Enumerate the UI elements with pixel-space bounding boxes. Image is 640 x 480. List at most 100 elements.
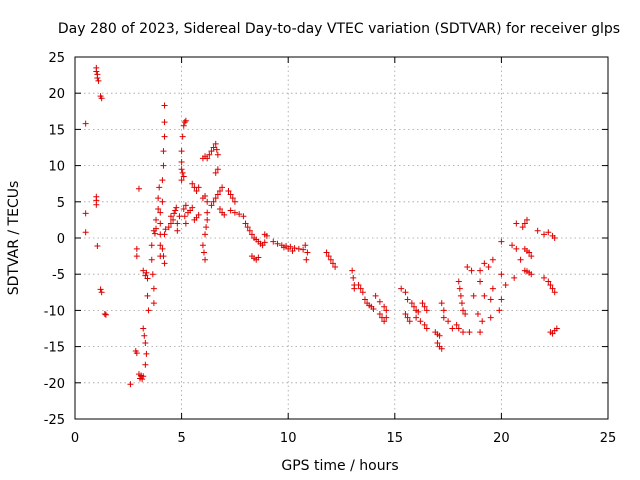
data-point: [140, 325, 147, 332]
data-point: [468, 267, 475, 274]
data-point: [82, 210, 89, 217]
data-point: [383, 314, 390, 321]
data-point: [135, 185, 142, 192]
y-tick-label: 0: [57, 232, 65, 247]
x-tick-label: 20: [493, 431, 510, 446]
data-point: [179, 133, 186, 140]
data-point: [212, 195, 219, 202]
data-point: [464, 263, 471, 270]
data-point: [212, 169, 219, 176]
data-point: [349, 267, 356, 274]
data-point: [208, 148, 215, 155]
y-tick-label: -15: [44, 341, 65, 356]
data-point: [487, 314, 494, 321]
axis-ticks: 0 5 10 15 20 25 -25 -20 -15 -10 -5 0 5 10 15 20 25: [44, 51, 617, 446]
data-point: [143, 269, 150, 276]
data-point: [304, 249, 311, 256]
data-point: [240, 213, 247, 220]
chart-title: Day 280 of 2023, Sidereal Day-to-day VTE…: [58, 21, 620, 37]
y-tick-label: 15: [48, 123, 65, 138]
data-point: [161, 102, 168, 109]
data-point: [150, 285, 157, 292]
data-point: [161, 119, 168, 126]
data-point: [285, 245, 292, 252]
data-point: [261, 239, 268, 246]
data-point: [325, 253, 332, 260]
data-point: [236, 211, 243, 218]
data-point: [148, 242, 155, 249]
data-point: [350, 274, 357, 281]
data-point: [289, 248, 296, 255]
data-point: [438, 345, 445, 352]
data-point: [195, 211, 202, 218]
data-point: [206, 151, 213, 158]
data-point: [179, 169, 186, 176]
data-point: [160, 253, 167, 260]
data-point: [404, 296, 411, 303]
data-point: [231, 198, 238, 205]
data-point: [460, 307, 467, 314]
data-point: [200, 249, 207, 256]
data-point: [402, 311, 409, 318]
data-point: [95, 77, 102, 84]
data-point: [214, 191, 221, 198]
data-point: [144, 275, 151, 282]
data-point: [157, 220, 164, 227]
data-point: [174, 227, 181, 234]
data-point: [498, 238, 505, 245]
data-point: [178, 166, 185, 173]
data-point: [98, 289, 105, 296]
data-point: [180, 173, 187, 180]
data-point: [436, 332, 443, 339]
y-tick-label: -25: [44, 413, 65, 428]
data-point: [229, 195, 236, 202]
data-point: [157, 242, 164, 249]
x-axis-label: GPS time / hours: [281, 458, 398, 474]
data-point: [489, 256, 496, 263]
data-point: [359, 289, 366, 296]
data-point: [479, 318, 486, 325]
data-point: [182, 220, 189, 227]
data-point: [162, 226, 169, 233]
data-point: [133, 253, 140, 260]
data-point: [274, 240, 281, 247]
data-point: [406, 318, 413, 325]
data-point: [434, 339, 441, 346]
data-point: [302, 242, 309, 249]
data-point: [180, 206, 187, 213]
data-point: [496, 307, 503, 314]
data-point: [155, 206, 162, 213]
data-point: [208, 202, 215, 209]
data-point: [219, 184, 226, 191]
data-point: [93, 68, 100, 75]
data-point: [180, 122, 187, 129]
data-point: [167, 213, 174, 220]
data-point: [502, 282, 509, 289]
data-point: [455, 278, 462, 285]
data-point: [541, 274, 548, 281]
data-point: [212, 140, 219, 147]
data-point: [487, 296, 494, 303]
data-point: [140, 373, 147, 380]
data-point: [159, 177, 166, 184]
data-point: [413, 314, 420, 321]
data-point: [415, 308, 422, 315]
data-point: [351, 285, 358, 292]
data-point: [440, 307, 447, 314]
data-point: [193, 187, 200, 194]
data-point: [423, 325, 430, 332]
y-tick-label: -20: [44, 377, 65, 392]
x-tick-label: 25: [600, 431, 617, 446]
data-point: [202, 256, 209, 263]
data-point: [142, 361, 149, 368]
data-point: [143, 350, 150, 357]
data-point: [300, 246, 307, 253]
data-point: [408, 300, 415, 307]
data-point: [246, 227, 253, 234]
data-point: [545, 278, 552, 285]
data-point: [383, 307, 390, 314]
data-point: [270, 238, 277, 245]
data-point: [462, 311, 469, 318]
data-point: [98, 95, 105, 102]
data-point: [161, 133, 168, 140]
